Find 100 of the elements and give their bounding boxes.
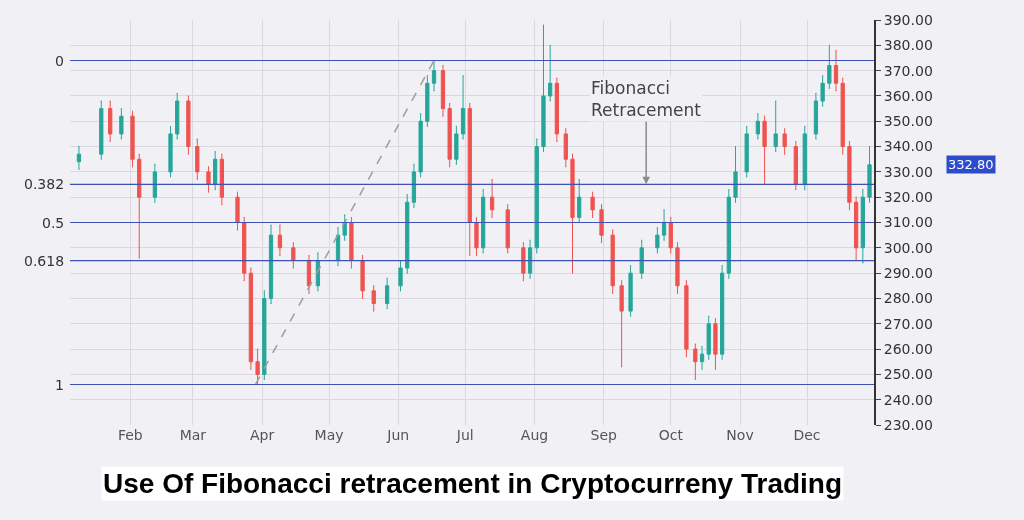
- x-tick-label: Dec: [793, 427, 821, 443]
- x-tick-label: Jul: [455, 427, 474, 443]
- y-tick-label: 250.00: [883, 366, 933, 383]
- candlestick: [527, 239, 533, 279]
- candlestick: [599, 204, 604, 244]
- candlestick: [489, 178, 495, 218]
- y-tick-label: 310.00: [883, 214, 933, 231]
- text: Use Of Fibonacci retracement in Cryptocurreny Trading: [103, 468, 843, 499]
- candlestick: [431, 60, 437, 92]
- candlestick: [219, 153, 225, 206]
- y-tick-label: 230.00: [883, 416, 933, 433]
- candlestick: [655, 227, 660, 254]
- text: 332.80: [948, 157, 994, 172]
- candlestick: [840, 77, 845, 155]
- y-tick-label: 330.00: [883, 163, 933, 180]
- x-tick-label: Apr: [249, 427, 275, 443]
- candlestick: [521, 242, 526, 282]
- y-tick-label: 240.00: [883, 391, 933, 408]
- candlestick: [541, 24, 546, 153]
- candlestick: [820, 75, 825, 107]
- candlestick: [693, 343, 698, 380]
- text: 0.5: [42, 215, 65, 231]
- candlestick: [108, 100, 113, 142]
- text: 0.382: [24, 176, 65, 192]
- candlestick: [384, 277, 390, 310]
- y-tick-label: 370.00: [883, 62, 933, 79]
- candlestick: [548, 44, 553, 102]
- candlestick: [802, 125, 807, 191]
- candlestick: [793, 141, 798, 191]
- candlestick: [425, 75, 430, 127]
- candlestick: [186, 95, 191, 155]
- candlestick: [371, 285, 376, 312]
- candlestick: [398, 259, 403, 292]
- candlestick: [306, 254, 312, 294]
- y-tick-label: 380.00: [883, 37, 933, 54]
- candlestick: [99, 100, 104, 160]
- candlestick: [860, 189, 865, 264]
- candlestick: [563, 128, 568, 168]
- y-tick-label: 390.00: [883, 11, 933, 28]
- candlestick: [460, 75, 466, 140]
- candlestick: [628, 265, 633, 317]
- candlestick: [782, 128, 787, 155]
- candlestick: [277, 224, 283, 256]
- candlestick: [360, 254, 365, 299]
- candlestick: [554, 77, 560, 142]
- candlestick: [268, 224, 274, 304]
- candlestick: [534, 138, 539, 254]
- x-tick-label: May: [314, 427, 344, 443]
- y-tick-label: 290.00: [883, 265, 933, 282]
- candlestick: [706, 315, 711, 360]
- candlestick: [853, 196, 859, 261]
- candlestick: [349, 216, 354, 269]
- candlestick: [255, 348, 260, 385]
- candlestick: [590, 191, 595, 218]
- candlestick: [684, 280, 689, 358]
- candlestick: [713, 318, 718, 370]
- candlestick: [454, 125, 459, 165]
- text: 0.618: [24, 253, 65, 269]
- candlestick: [610, 229, 615, 294]
- y-tick-label: 320.00: [883, 189, 933, 206]
- candlestick: [206, 166, 211, 193]
- y-tick-label: 260.00: [883, 340, 933, 357]
- candlestick: [661, 209, 667, 241]
- candlestick: [168, 125, 173, 178]
- candlestick: [867, 146, 872, 203]
- candlestick: [213, 151, 218, 191]
- x-tick-label: Sep: [590, 427, 618, 443]
- candlestick: [291, 242, 296, 269]
- candlestick: [152, 163, 158, 203]
- candlestick: [242, 216, 247, 282]
- candlestick: [195, 138, 200, 180]
- y-tick-label: 360.00: [883, 87, 933, 104]
- x-tick-label: Oct: [658, 427, 684, 443]
- x-tick-label: Mar: [179, 427, 207, 443]
- candlestick: [668, 216, 673, 254]
- candlestick: [827, 44, 832, 89]
- candlestick: [570, 153, 575, 274]
- candlestick: [847, 141, 852, 211]
- text: 1: [55, 377, 64, 393]
- candlestick: [619, 280, 624, 368]
- y-tick-label: 350.00: [883, 113, 933, 130]
- candlestick: [755, 113, 761, 140]
- candlestick: [744, 125, 749, 178]
- candlestick: [76, 146, 82, 170]
- candlestick: [726, 189, 731, 279]
- x-tick-label: Nov: [726, 427, 754, 443]
- candlestick: [447, 103, 452, 168]
- candlestick: [405, 194, 410, 274]
- candlestick: [418, 113, 423, 178]
- candlestick: [762, 115, 767, 186]
- candlestick: [813, 92, 819, 140]
- candlestick: [639, 239, 644, 279]
- candlestick: [733, 146, 738, 203]
- x-tick-label: Aug: [520, 427, 549, 443]
- candlestick: [137, 153, 142, 259]
- candlestick: [262, 290, 267, 380]
- candlestick: [235, 191, 240, 231]
- candlestick: [481, 189, 486, 254]
- y-tick-label: 270.00: [883, 315, 933, 332]
- candlestick: [411, 163, 417, 208]
